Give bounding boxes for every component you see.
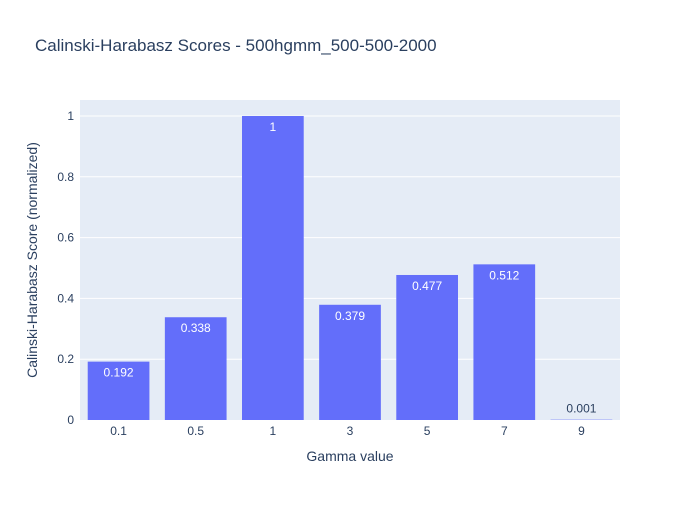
- y-tick-label: 0.6: [57, 231, 74, 245]
- y-tick-label: 1: [67, 109, 74, 123]
- x-tick-label: 0.1: [110, 424, 127, 438]
- x-axis-title: Gamma value: [306, 448, 393, 464]
- x-tick-label: 1: [270, 424, 277, 438]
- bar[interactable]: [473, 264, 535, 420]
- x-tick-label: 3: [347, 424, 354, 438]
- bar-data-label: 0.338: [181, 321, 211, 335]
- bar-data-label: 0.512: [489, 268, 519, 282]
- x-tick-label: 0.5: [187, 424, 204, 438]
- bar-data-label: 1: [270, 120, 277, 134]
- bar[interactable]: [242, 116, 304, 420]
- x-tick-label: 7: [501, 424, 508, 438]
- chart-title: Calinski-Harabasz Scores - 500hgmm_500-5…: [35, 36, 437, 55]
- bar-data-label: 0.192: [104, 366, 134, 380]
- bar-data-label: 0.379: [335, 309, 365, 323]
- bar-data-label: 0.001: [566, 402, 596, 416]
- y-axis-title: Calinski-Harabasz Score (normalized): [24, 142, 40, 378]
- y-axis-ticks: 0 0.2 0.4 0.6 0.8 1: [57, 109, 74, 427]
- y-tick-label: 0: [67, 413, 74, 427]
- y-tick-label: 0.4: [57, 291, 74, 305]
- x-tick-label: 9: [578, 424, 585, 438]
- bar-data-label: 0.477: [412, 279, 442, 293]
- y-tick-label: 0.8: [57, 170, 74, 184]
- bar[interactable]: [396, 275, 458, 420]
- y-tick-label: 0.2: [57, 352, 74, 366]
- x-axis-ticks: 0.1 0.5 1 3 5 7 9: [110, 424, 585, 438]
- x-tick-label: 5: [424, 424, 431, 438]
